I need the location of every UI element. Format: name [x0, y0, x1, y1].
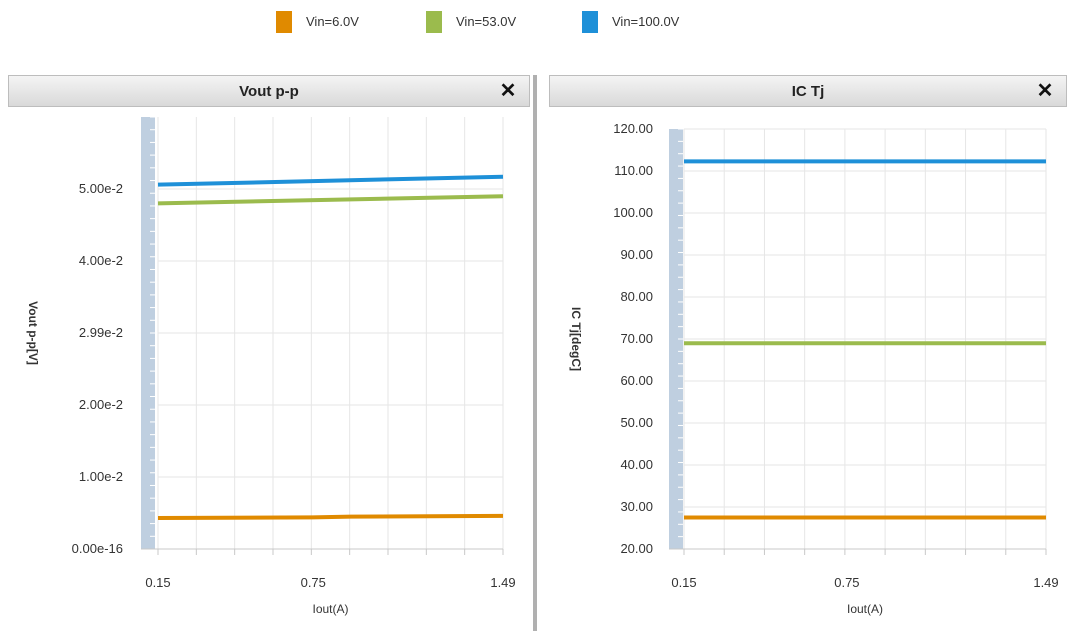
close-icon[interactable]: ✕	[1036, 80, 1054, 102]
y-tick-label: 90.00	[620, 247, 653, 262]
y-tick-label: 0.00e-16	[72, 541, 123, 556]
panel-header: Vout p-p ✕	[8, 75, 530, 107]
x-tick-label: 1.49	[490, 575, 515, 590]
legend-label: Vin=6.0V	[306, 14, 359, 29]
y-tick-label: 50.00	[620, 415, 653, 430]
legend-label: Vin=100.0V	[612, 14, 680, 29]
y-axis-title: IC Tj[degC]	[569, 307, 583, 371]
y-tick-label: 5.00e-2	[79, 181, 123, 196]
y-axis-title: Vout p-p[V]	[26, 301, 40, 365]
panel-header: IC Tj ✕	[549, 75, 1067, 107]
vout-pp-chart: 0.00e-16 1.00e-2 2.00e-2 2.99e-2 4.00e-2 5.00…	[26, 116, 516, 616]
series-line-2	[157, 194, 504, 206]
y-tick-label: 70.00	[620, 331, 653, 346]
panel-vout-pp: Vout p-p ✕ 0.00e-16 1.00e-2 2.00e-2 2.99e-2…	[8, 75, 530, 631]
legend-swatch	[276, 11, 292, 33]
x-tick-label: 0.75	[834, 575, 859, 590]
panel-divider[interactable]	[533, 75, 537, 631]
chart-legend: Vin=6.0V Vin=53.0V Vin=100.0V	[0, 0, 1067, 50]
x-axis-title: Iout(A)	[312, 602, 348, 616]
y-tick-label: 4.00e-2	[79, 253, 123, 268]
y-tick-label: 80.00	[620, 289, 653, 304]
x-axis-title: Iout(A)	[847, 602, 883, 616]
legend-swatch	[426, 11, 442, 33]
close-icon[interactable]: ✕	[499, 80, 517, 102]
y-tick-label: 60.00	[620, 373, 653, 388]
y-tick-label: 110.00	[614, 163, 653, 178]
y-tick-label: 20.00	[620, 541, 653, 556]
x-tick-label: 0.15	[671, 575, 696, 590]
series-line-1	[157, 513, 504, 521]
x-tick-label: 1.49	[1033, 575, 1058, 590]
y-axis-band	[669, 129, 683, 549]
y-axis-band	[141, 117, 155, 549]
y-tick-label: 1.00e-2	[79, 469, 123, 484]
legend-label: Vin=53.0V	[456, 14, 517, 29]
y-tick-label: 100.00	[613, 205, 653, 220]
y-tick-label: 30.00	[620, 499, 653, 514]
panel-ic-tj: IC Tj ✕ 20.00 30.00 40.00 50.00 60.00 70.00 80…	[549, 75, 1067, 631]
panel-title: IC Tj	[791, 83, 825, 100]
x-tick-label: 0.15	[145, 575, 170, 590]
y-tick-label: 40.00	[620, 457, 653, 472]
y-tick-label: 2.99e-2	[79, 325, 123, 340]
series-line-3	[157, 174, 504, 187]
x-tick-label: 0.75	[301, 575, 326, 590]
y-tick-label: 120.00	[613, 121, 653, 136]
ic-tj-chart: 20.00 30.00 40.00 50.00 60.00 70.00 80.00 90.00…	[569, 121, 1059, 616]
panel-title: Vout p-p	[239, 83, 299, 100]
legend-swatch	[582, 11, 598, 33]
y-tick-label: 2.00e-2	[79, 397, 123, 412]
